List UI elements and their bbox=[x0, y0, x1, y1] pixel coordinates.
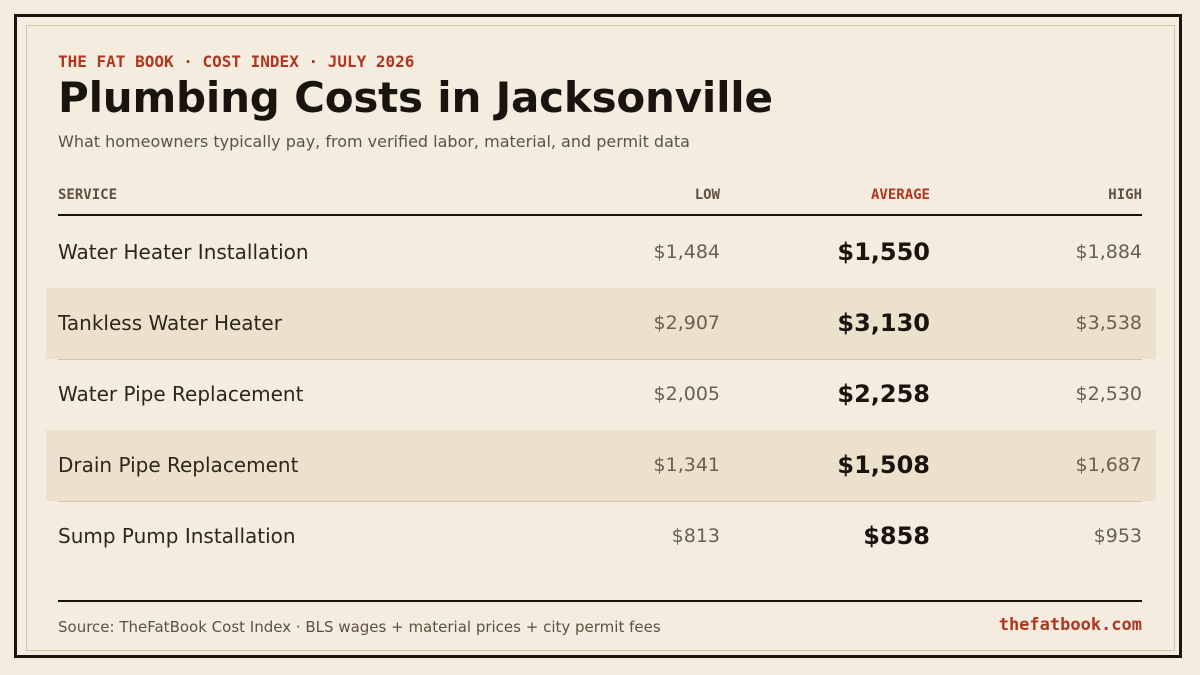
high-price: $1,884 bbox=[1075, 241, 1142, 263]
row-divider bbox=[58, 501, 1142, 502]
page-title: Plumbing Costs in Jacksonville bbox=[58, 73, 773, 122]
low-price: $2,907 bbox=[653, 312, 720, 334]
row-divider bbox=[58, 359, 1142, 360]
column-header-low: LOW bbox=[694, 187, 720, 203]
table-row: Sump Pump Installation $813 $858 $953 bbox=[46, 501, 1156, 572]
service-name: Drain Pipe Replacement bbox=[58, 453, 299, 477]
average-price: $858 bbox=[863, 522, 930, 550]
table-row: Drain Pipe Replacement $1,341 $1,508 $1,… bbox=[46, 430, 1156, 502]
eyebrow-label: THE FAT BOOK · COST INDEX · JULY 2026 bbox=[58, 52, 415, 71]
high-price: $1,687 bbox=[1075, 454, 1142, 476]
table-row: Water Pipe Replacement $2,005 $2,258 $2,… bbox=[46, 359, 1156, 431]
outer-border bbox=[14, 14, 1182, 658]
column-header-high: HIGH bbox=[1108, 187, 1142, 203]
source-note: Source: TheFatBook Cost Index · BLS wage… bbox=[58, 618, 661, 636]
high-price: $2,530 bbox=[1075, 383, 1142, 405]
high-price: $953 bbox=[1093, 525, 1142, 547]
average-price: $3,130 bbox=[837, 309, 930, 337]
header-divider bbox=[58, 214, 1142, 216]
column-header-service: SERVICE bbox=[58, 187, 118, 203]
low-price: $813 bbox=[671, 525, 720, 547]
service-name: Water Heater Installation bbox=[58, 240, 309, 264]
average-price: $2,258 bbox=[837, 380, 930, 408]
inner-border bbox=[26, 25, 1175, 651]
low-price: $1,484 bbox=[653, 241, 720, 263]
table-row: Tankless Water Heater $2,907 $3,130 $3,5… bbox=[46, 288, 1156, 360]
footer-divider bbox=[58, 600, 1142, 602]
high-price: $3,538 bbox=[1075, 312, 1142, 334]
page-subtitle: What homeowners typically pay, from veri… bbox=[58, 132, 690, 151]
average-price: $1,550 bbox=[837, 238, 930, 266]
service-name: Tankless Water Heater bbox=[58, 311, 282, 335]
site-link[interactable]: thefatbook.com bbox=[998, 615, 1142, 635]
service-name: Sump Pump Installation bbox=[58, 524, 296, 548]
average-price: $1,508 bbox=[837, 451, 930, 479]
service-name: Water Pipe Replacement bbox=[58, 382, 304, 406]
column-header-average: AVERAGE bbox=[870, 187, 930, 203]
low-price: $2,005 bbox=[653, 383, 720, 405]
table-row: Water Heater Installation $1,484 $1,550 … bbox=[46, 217, 1156, 289]
low-price: $1,341 bbox=[653, 454, 720, 476]
